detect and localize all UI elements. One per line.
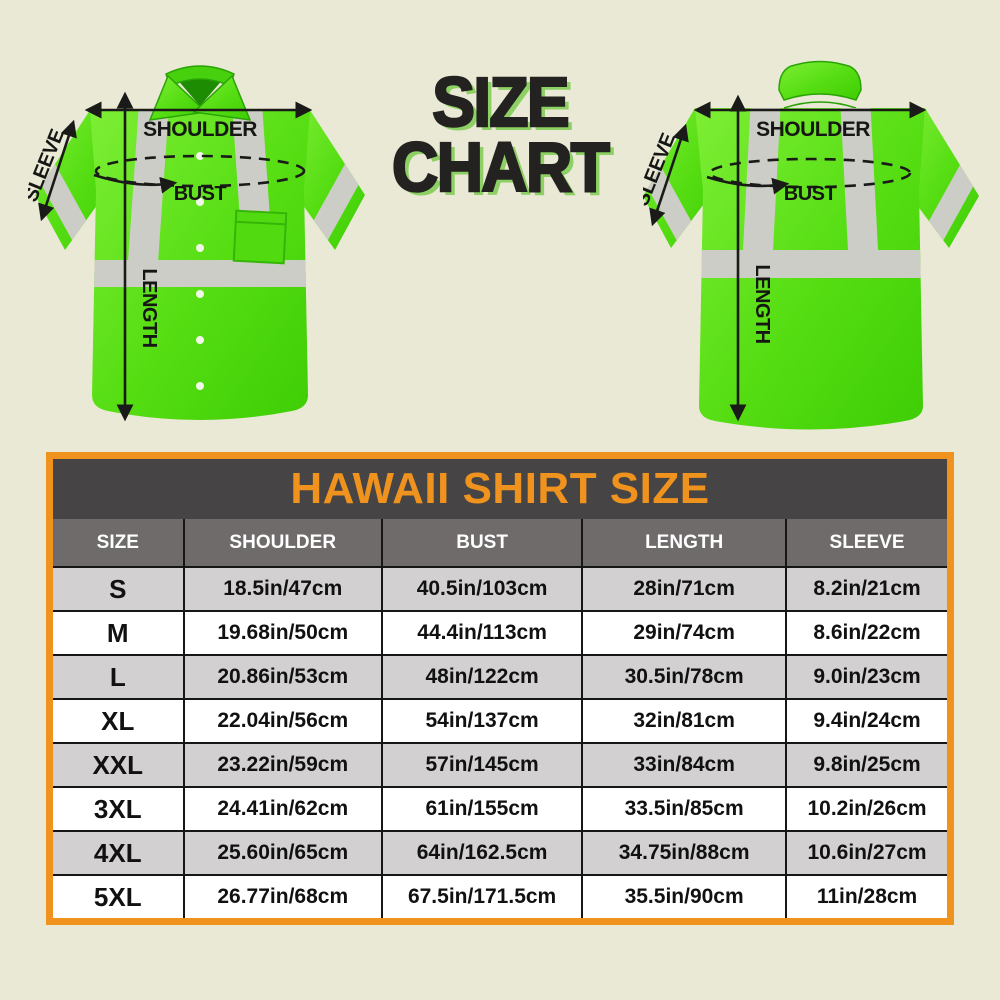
cell-size: S <box>53 566 185 612</box>
cell-length: 35.5in/90cm <box>581 874 788 918</box>
front-collar <box>148 65 252 121</box>
table-row-m: M 19.68in/50cm 44.4in/113cm 29in/74cm 8.… <box>53 610 947 656</box>
cell-bust: 61in/155cm <box>380 786 584 832</box>
table-row-xxl: XXL 23.22in/59cm 57in/145cm 33in/84cm 9.… <box>53 742 947 788</box>
cell-sleeve: 8.6in/22cm <box>785 610 947 656</box>
cell-sleeve: 10.2in/26cm <box>785 786 947 832</box>
cell-length: 33in/84cm <box>581 742 788 788</box>
cell-sleeve: 9.8in/25cm <box>785 742 947 788</box>
table-row-l: L 20.86in/53cm 48in/122cm 30.5in/78cm 9.… <box>53 654 947 700</box>
cell-size: M <box>53 610 185 656</box>
cell-shoulder: 23.22in/59cm <box>182 742 383 788</box>
front-sleeve-arrow <box>38 119 77 222</box>
cell-size: L <box>53 654 185 700</box>
front-shoulder-label: SHOULDER <box>143 118 257 141</box>
cell-sleeve: 10.6in/27cm <box>785 830 947 876</box>
page-title-line1: SIZE <box>431 63 571 141</box>
cell-sleeve: 9.0in/23cm <box>785 654 947 700</box>
cell-bust: 57in/145cm <box>380 742 584 788</box>
cell-sleeve: 9.4in/24cm <box>785 698 947 744</box>
cell-length: 30.5in/78cm <box>581 654 788 700</box>
cell-bust: 67.5in/171.5cm <box>380 874 584 918</box>
cell-bust: 48in/122cm <box>380 654 584 700</box>
page-title-line2: CHART <box>391 128 611 207</box>
cell-size: 4XL <box>53 830 185 876</box>
cell-length: 33.5in/85cm <box>581 786 788 832</box>
front-bust-ellipse <box>93 154 306 194</box>
cell-size: XXL <box>53 742 185 788</box>
cell-size: XL <box>53 698 185 744</box>
cell-size: 5XL <box>53 874 185 918</box>
cell-shoulder: 25.60in/65cm <box>182 830 383 876</box>
table-row-s: S 18.5in/47cm 40.5in/103cm 28in/71cm 8.2… <box>53 566 947 612</box>
front-bust-label: BUST <box>174 183 227 205</box>
size-table-title: HAWAII SHIRT SIZE <box>290 464 710 513</box>
shirt-back-view: LENGTH SHOULDER BUST SLEEVE <box>643 60 979 430</box>
col-header-size: SIZE <box>53 519 185 568</box>
cell-bust: 40.5in/103cm <box>380 566 584 612</box>
front-pocket <box>232 209 288 265</box>
col-header-length: LENGTH <box>581 519 788 568</box>
col-header-shoulder: SHOULDER <box>182 519 383 568</box>
cell-length: 28in/71cm <box>581 566 788 612</box>
back-length-label: LENGTH <box>751 264 773 343</box>
cell-size: 3XL <box>53 786 185 832</box>
cell-length: 32in/81cm <box>581 698 788 744</box>
cell-shoulder: 26.77in/68cm <box>182 874 383 918</box>
table-row-5xl: 5XL 26.77in/68cm 67.5in/171.5cm 35.5in/9… <box>53 874 947 918</box>
back-bust-ellipse <box>706 157 912 195</box>
cell-bust: 44.4in/113cm <box>380 610 584 656</box>
back-sleeve-arrow <box>649 123 689 227</box>
front-buttons <box>196 152 204 390</box>
size-table-grid: SIZE SHOULDER BUST LENGTH SLEEVE S 18.5i… <box>53 519 947 918</box>
table-row-3xl: 3XL 24.41in/62cm 61in/155cm 33.5in/85cm … <box>53 786 947 832</box>
front-length-label: LENGTH <box>138 268 160 347</box>
col-header-bust: BUST <box>380 519 584 568</box>
cell-shoulder: 22.04in/56cm <box>182 698 383 744</box>
cell-sleeve: 11in/28cm <box>785 874 947 918</box>
back-collar <box>778 60 862 101</box>
page-title: SIZE CHART <box>368 63 632 207</box>
cell-bust: 64in/162.5cm <box>380 830 584 876</box>
table-row-xl: XL 22.04in/56cm 54in/137cm 32in/81cm 9.4… <box>53 698 947 744</box>
size-table: HAWAII SHIRT SIZE SIZE SHOULDER BUST LEN… <box>46 452 954 925</box>
table-row-4xl: 4XL 25.60in/65cm 64in/162.5cm 34.75in/88… <box>53 830 947 876</box>
back-neckline-seam <box>783 101 857 109</box>
cell-bust: 54in/137cm <box>380 698 584 744</box>
col-header-sleeve: SLEEVE <box>785 519 947 568</box>
cell-shoulder: 24.41in/62cm <box>182 786 383 832</box>
cell-length: 29in/74cm <box>581 610 788 656</box>
size-table-header-row: SIZE SHOULDER BUST LENGTH SLEEVE <box>53 519 947 568</box>
back-shoulder-label: SHOULDER <box>756 118 870 141</box>
cell-length: 34.75in/88cm <box>581 830 788 876</box>
shirt-front-view: LENGTH SHOULDER BUST SLEEVE <box>28 65 365 422</box>
cell-shoulder: 18.5in/47cm <box>182 566 383 612</box>
cell-shoulder: 19.68in/50cm <box>182 610 383 656</box>
cell-sleeve: 8.2in/21cm <box>785 566 947 612</box>
back-bust-label: BUST <box>784 183 837 205</box>
cell-shoulder: 20.86in/53cm <box>182 654 383 700</box>
